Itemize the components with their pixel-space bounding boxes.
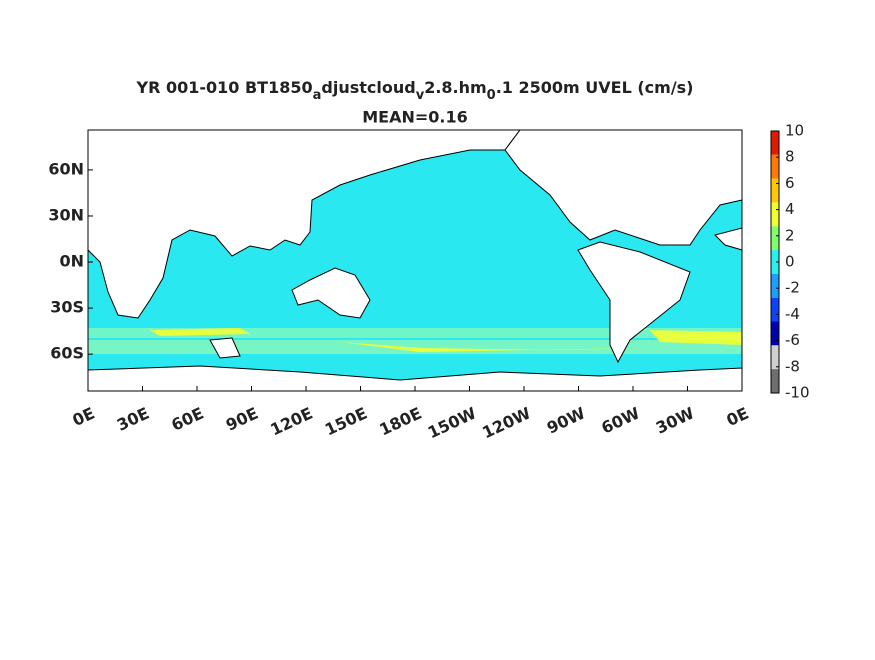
x-tick-label: 60E: [168, 403, 206, 434]
land: [87, 129, 521, 319]
colorbar-tick-label: -4: [785, 305, 800, 323]
x-tick-label: 120W: [479, 403, 534, 442]
y-tick-label: 60N: [48, 159, 84, 178]
x-tick-label: 120E: [267, 403, 315, 439]
land: [291, 267, 371, 319]
land: [504, 129, 743, 246]
title-part: a: [313, 88, 322, 103]
colorbar-tick-label: 4: [785, 200, 795, 218]
colorbar-tick-label: 2: [785, 226, 795, 244]
colorbar-bin: [771, 369, 779, 393]
x-tick-label: 0E: [724, 403, 752, 430]
current-band: [88, 328, 742, 338]
colorbar-bin: [771, 273, 779, 298]
colorbar-bin: [771, 202, 779, 227]
title-part: v: [416, 88, 425, 103]
colorbar-tick-label: -8: [785, 357, 800, 375]
title-part: 2.8.hm: [424, 78, 486, 97]
colorbar-tick-label: -2: [785, 279, 800, 297]
colorbar-bin: [771, 297, 779, 322]
colorbar-bin: [771, 345, 779, 370]
x-tick-label: 30W: [653, 403, 698, 437]
colorbar-tick-label: 0: [785, 253, 795, 271]
x-tick-label: 180E: [376, 403, 424, 439]
colorbar-tick-label: 8: [785, 148, 795, 166]
x-tick-label: 0E: [70, 403, 98, 430]
current-band: [88, 340, 742, 354]
colorbar-bin: [771, 131, 779, 155]
x-tick-label: 90W: [544, 403, 589, 437]
current-core: [150, 328, 742, 352]
colorbar-bin: [771, 321, 779, 346]
colorbar-bin: [771, 250, 779, 274]
x-tick-label: 90E: [223, 403, 261, 434]
y-tick-label: 0N: [59, 252, 84, 271]
map: [87, 129, 743, 392]
title-part: djustcloud: [321, 78, 415, 97]
colorbar-bin: [771, 178, 779, 203]
colorbar-bin: [771, 226, 779, 251]
x-tick-label: 30E: [114, 403, 152, 434]
colorbar-tick-label: -10: [785, 384, 810, 402]
x-tick-label: 150W: [425, 403, 480, 442]
title-part: YR 001-010 BT1850: [135, 78, 312, 97]
title-part: .1 2500m UVEL (cm/s): [496, 78, 694, 97]
x-tick-label: 60W: [598, 403, 643, 437]
x-tick-label: 150E: [322, 403, 370, 439]
land: [209, 337, 241, 359]
colorbar-tick-label: 6: [785, 174, 795, 192]
land: [577, 241, 691, 364]
y-tick-label: 30S: [50, 298, 84, 317]
colorbar-bin: [771, 154, 779, 179]
colorbar-tick-label: 10: [785, 122, 804, 140]
colorbar-tick-label: -6: [785, 331, 800, 349]
y-tick-label: 60S: [50, 344, 84, 363]
y-tick-label: 30N: [48, 205, 84, 224]
title: YR 001-010 BT1850adjustcloudv2.8.hm0.1 2…: [135, 78, 693, 104]
title-part: 0: [487, 88, 496, 103]
subtitle: MEAN=0.16: [362, 108, 468, 127]
